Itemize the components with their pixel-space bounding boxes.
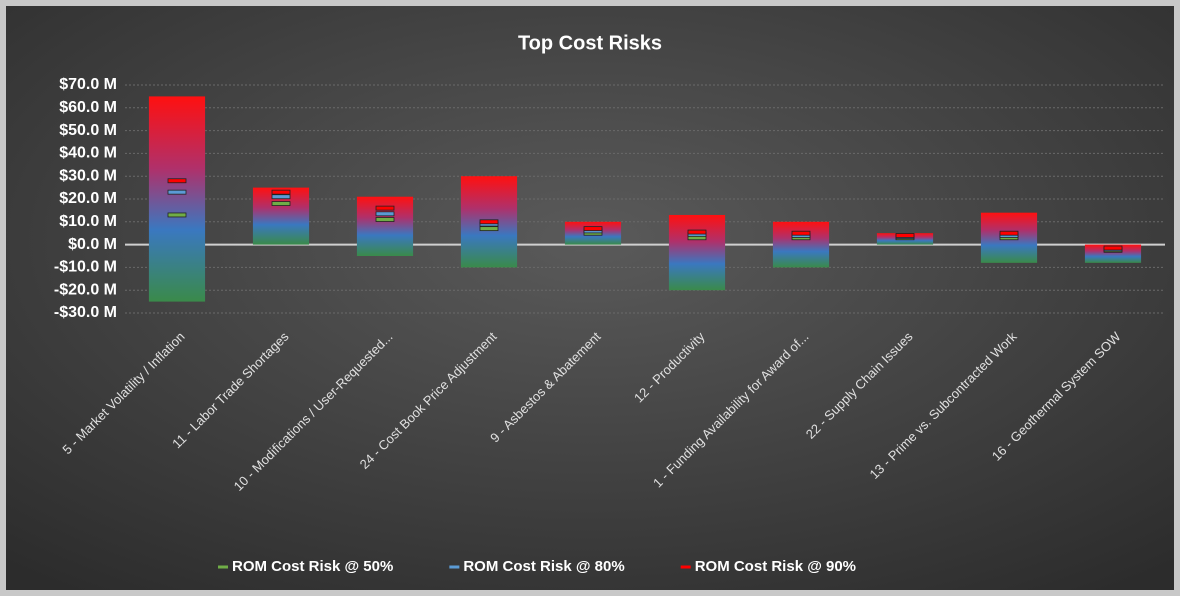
- percentile-marker: [167, 212, 187, 218]
- percentile-marker: [375, 211, 395, 217]
- range-bar: [356, 196, 414, 256]
- percentile-marker: [479, 219, 499, 225]
- percentile-marker: [791, 230, 811, 236]
- y-tick-label: $20.0 M: [59, 190, 117, 207]
- range-bar: [148, 96, 206, 302]
- percentile-marker: [1103, 245, 1123, 251]
- percentile-marker: [167, 178, 187, 184]
- y-tick-label: $40.0 M: [59, 145, 117, 162]
- percentile-marker: [687, 229, 707, 235]
- y-tick-label: $30.0 M: [59, 167, 117, 184]
- y-tick-label: -$20.0 M: [54, 281, 117, 298]
- percentile-marker: [479, 226, 499, 232]
- y-tick-label: $50.0 M: [59, 122, 117, 139]
- percentile-marker: [895, 233, 915, 238]
- percentile-marker: [375, 217, 395, 222]
- percentile-marker: [375, 205, 395, 211]
- percentile-marker: [167, 189, 187, 195]
- legend-label: ROM Cost Risk @ 50%: [232, 558, 393, 575]
- percentile-marker: [999, 230, 1019, 236]
- y-tick-label: -$10.0 M: [54, 259, 117, 276]
- legend-label: ROM Cost Risk @ 90%: [695, 558, 856, 575]
- legend-label: ROM Cost Risk @ 80%: [463, 558, 624, 575]
- legend-swatch: [218, 565, 228, 569]
- y-tick-label: $70.0 M: [59, 76, 117, 93]
- percentile-marker: [271, 189, 291, 195]
- y-tick-label: $60.0 M: [59, 99, 117, 116]
- y-tick-label: -$30.0 M: [54, 304, 117, 321]
- range-bar: [668, 214, 726, 291]
- range-bar: [772, 221, 830, 268]
- y-tick-label: $10.0 M: [59, 213, 117, 230]
- percentile-marker: [271, 201, 291, 206]
- chart-title: Top Cost Risks: [518, 32, 662, 54]
- range-bar: [1084, 244, 1142, 263]
- legend-swatch: [680, 565, 691, 569]
- legend-swatch: [449, 565, 460, 569]
- y-tick-label: $0.0 M: [68, 236, 117, 253]
- percentile-marker: [271, 194, 291, 200]
- percentile-marker: [583, 226, 603, 232]
